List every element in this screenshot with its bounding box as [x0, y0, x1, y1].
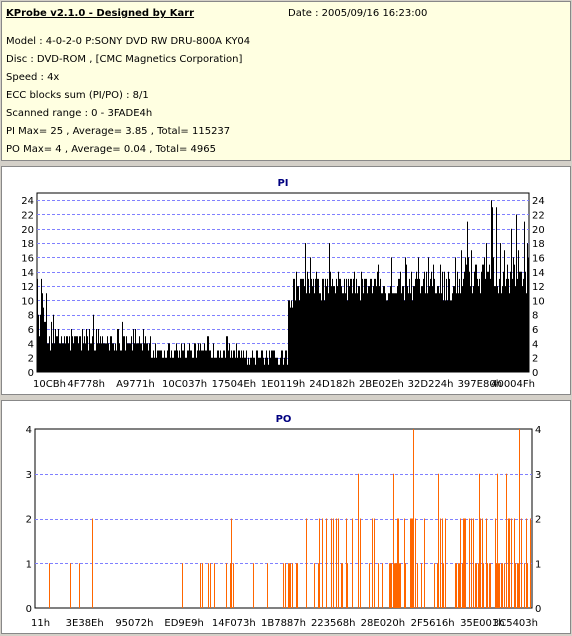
app-title: KProbe v2.1.0 - Designed by Karr: [6, 8, 195, 19]
pi-ytick-label-right: 22: [532, 210, 545, 221]
pi-ytick-label-right: 12: [532, 282, 545, 293]
po-xtick-label: 28E020h: [361, 618, 405, 629]
pi-ytick-label-left: 4: [28, 339, 34, 350]
po-ytick-label-left: 4: [26, 425, 32, 436]
pi-xtick-label: 397E80h: [458, 379, 502, 390]
pi-xtick-label: 40004Fh: [491, 379, 535, 390]
pi-ytick-label-left: 24: [21, 196, 34, 207]
po-xtick-label: 2F5616h: [411, 618, 455, 629]
pi-ytick-label-left: 2: [28, 354, 34, 365]
pi-xtick-label: 4F778h: [67, 379, 105, 390]
po-xtick-label: 3C5403h: [493, 618, 538, 629]
po-ytick-label-right: 2: [535, 515, 541, 526]
pi-ytick-label-left: 14: [21, 268, 34, 279]
info-model: Model : 4-0-2-0 P:SONY DVD RW DRU-800A K…: [6, 36, 251, 47]
po-ytick-label-left: 0: [26, 604, 32, 615]
pi-ytick-label-left: 20: [21, 225, 34, 236]
po-xtick-label: ED9E9h: [164, 618, 203, 629]
pi-ytick-label-left: 0: [28, 368, 34, 379]
pi-ytick-label-right: 0: [532, 368, 538, 379]
info-range: Scanned range : 0 - 3FADE4h: [6, 108, 153, 119]
po-ytick-label-right: 4: [535, 425, 541, 436]
info-po: PO Max= 4 , Average= 0.04 , Total= 4965: [6, 144, 216, 155]
po-chart-title: PO: [276, 414, 292, 425]
po-xtick-label: 223568h: [311, 618, 356, 629]
po-xtick-label: 3E38Eh: [66, 618, 104, 629]
pi-ytick-label-left: 10: [21, 296, 34, 307]
pi-xtick-label: 32D224h: [408, 379, 454, 390]
pi-ytick-label-left: 6: [28, 325, 34, 336]
info-ecc: ECC blocks sum (PI/PO) : 8/1: [6, 90, 149, 101]
pi-ytick-label-left: 12: [21, 282, 34, 293]
pi-ytick-label-right: 14: [532, 268, 545, 279]
pi-chart-panel: PI 0 0 2 2 4 4 6 6 8 8 10 10 12 12 14 14 16 16 18 18 20 20 22 22…: [1, 166, 571, 395]
po-ytick-label-left: 3: [26, 470, 32, 481]
pi-xtick-label: 17504Eh: [212, 379, 256, 390]
po-ytick-label-left: 2: [26, 515, 32, 526]
po-xtick-label: 95072h: [115, 618, 153, 629]
pi-ytick-label-right: 10: [532, 296, 545, 307]
pi-ytick-label-left: 22: [21, 210, 34, 221]
pi-xtick-label: 24D182h: [309, 379, 355, 390]
po-chart-panel: PO 0 0 1 1 2 2 3 3 4 4 11h 3E38Eh 95072h ED9E9h 14F073h…: [1, 400, 571, 634]
po-ytick-label-right: 0: [535, 604, 541, 615]
pi-xtick-label: A9771h: [116, 379, 155, 390]
pi-ytick-label-right: 4: [532, 339, 538, 350]
po-ytick-label-right: 3: [535, 470, 541, 481]
info-speed: Speed : 4x: [6, 72, 60, 83]
pi-xtick-label: 10CBh: [33, 379, 66, 390]
pi-ytick-label-right: 18: [532, 239, 545, 250]
pi-ytick-label-left: 8: [28, 311, 34, 322]
pi-ytick-label-right: 24: [532, 196, 545, 207]
info-disc: Disc : DVD-ROM , [CMC Magnetics Corporat…: [6, 54, 243, 65]
pi-ytick-label-left: 18: [21, 239, 34, 250]
po-xtick-label: 14F073h: [212, 618, 256, 629]
pi-ytick-label-right: 16: [532, 253, 545, 264]
pi-xtick-label: 1E0119h: [261, 379, 305, 390]
pi-ytick-label-right: 20: [532, 225, 545, 236]
po-ytick-label-left: 1: [26, 559, 32, 570]
info-pi: PI Max= 25 , Average= 3.85 , Total= 1152…: [6, 126, 231, 137]
pi-ytick-label-right: 8: [532, 311, 538, 322]
po-chart: PO 0 0 1 1 2 2 3 3 4 4 11h 3E38Eh 95072h ED9E9h 14F073h…: [26, 414, 542, 629]
pi-ytick-label-right: 2: [532, 354, 538, 365]
pi-xtick-label: 10C037h: [162, 379, 207, 390]
po-series: [49, 429, 531, 608]
po-ytick-label-right: 1: [535, 559, 541, 570]
po-xtick-label: 35E001h: [460, 618, 504, 629]
scan-date: Date : 2005/09/16 16:23:00: [288, 8, 428, 19]
pi-ytick-label-left: 16: [21, 253, 34, 264]
pi-chart-title: PI: [277, 178, 288, 189]
po-xtick-label: 11h: [31, 618, 50, 629]
pi-ytick-label-right: 6: [532, 325, 538, 336]
info-panel: KProbe v2.1.0 - Designed by Karr Date : …: [1, 1, 571, 161]
pi-xtick-label: 2BE02Eh: [359, 379, 404, 390]
pi-series: [37, 200, 529, 372]
po-xtick-label: 1B7887h: [261, 618, 306, 629]
